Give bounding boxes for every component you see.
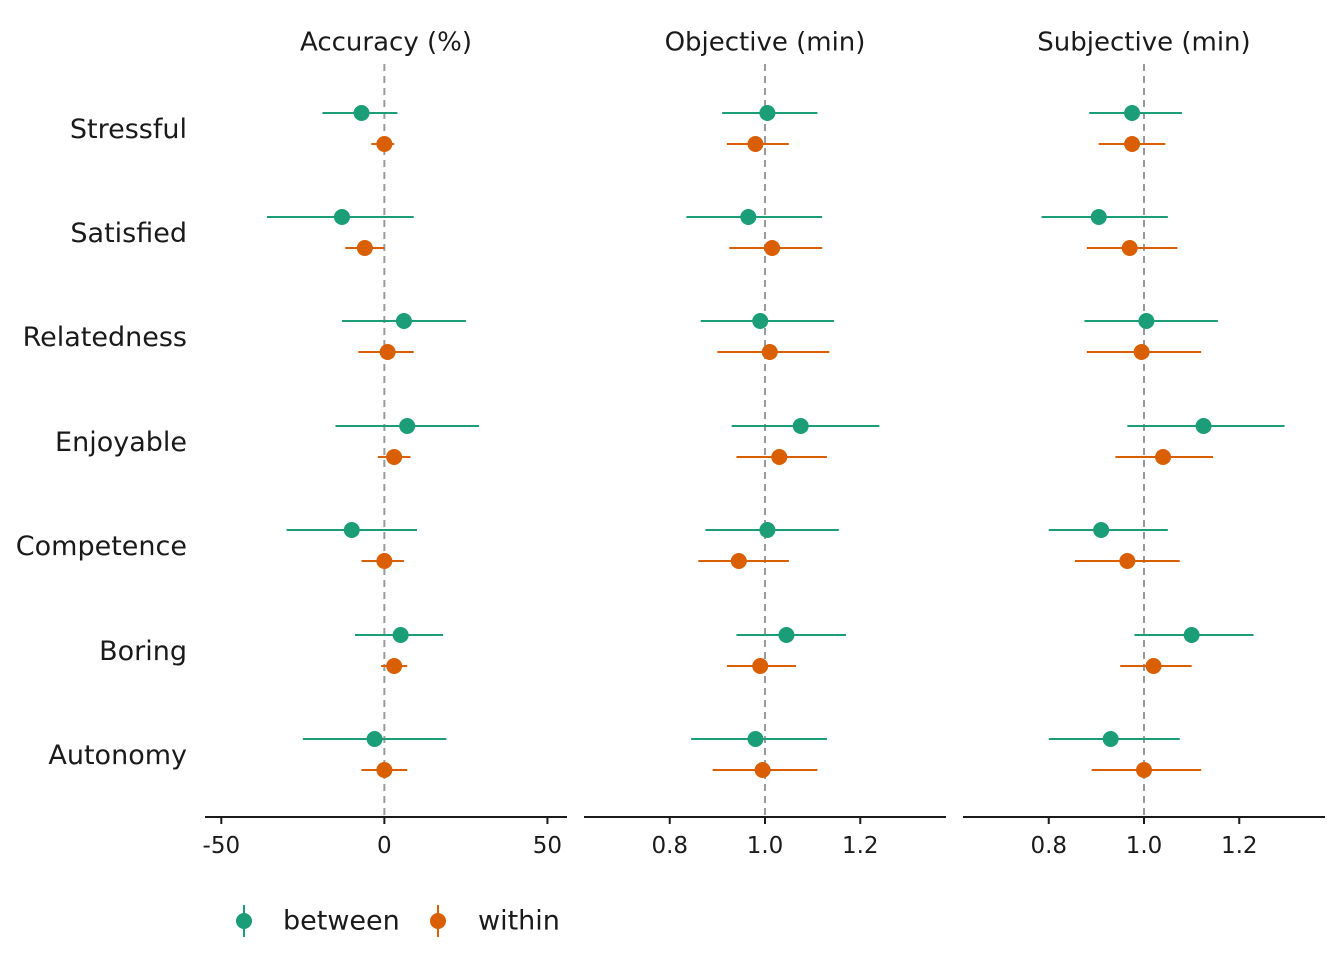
within-point-enjoyable (771, 449, 788, 465)
row-label-enjoyable: Enjoyable (55, 427, 187, 458)
row-label-boring: Boring (99, 636, 187, 667)
x-tick-label: -50 (203, 833, 241, 859)
within-point-enjoyable (1155, 449, 1172, 465)
x-tick-label: 50 (533, 833, 562, 859)
between-point-autonomy (366, 731, 383, 747)
between-point-autonomy (747, 731, 764, 747)
between-point-stressful (1124, 105, 1141, 121)
within-point-autonomy (1136, 762, 1152, 778)
within-point-relatedness (379, 344, 396, 360)
x-tick-label: 0.8 (1030, 833, 1067, 859)
panel-2: Subjective (min) 0.8 1.0 1.2 (963, 28, 1325, 859)
within-point-competence (376, 553, 393, 569)
within-point-boring (1145, 658, 1162, 674)
within-point-autonomy (376, 762, 393, 778)
between-point-boring (1183, 627, 1200, 643)
legend-item-between: between (236, 905, 400, 937)
within-point-stressful (747, 136, 764, 152)
between-point-relatedness (1138, 313, 1155, 329)
legend-label: between (283, 906, 400, 937)
between-point-enjoyable (792, 418, 809, 434)
within-point-autonomy (754, 762, 771, 778)
between-point-relatedness (752, 313, 769, 329)
legend: between within (236, 905, 560, 937)
legend-label: within (478, 906, 560, 937)
within-point-competence (730, 553, 747, 569)
within-point-enjoyable (386, 449, 403, 465)
between-point-boring (392, 627, 409, 643)
panels: Accuracy (%) -50 0 50 Objective (min) 0.8 1.0 1… (203, 28, 1325, 859)
within-point-boring (752, 658, 769, 674)
between-point-satisfied (333, 209, 350, 225)
between-point-competence (1093, 522, 1110, 538)
row-label-satisfied: Satisfied (70, 218, 187, 249)
x-tick-label: 0 (377, 833, 392, 859)
between-point-autonomy (1102, 731, 1119, 747)
legend-key-point (430, 913, 446, 929)
panel-title: Subjective (min) (1037, 28, 1250, 58)
between-point-competence (759, 522, 776, 538)
panel-1: Objective (min) 0.8 1.0 1.2 (584, 28, 946, 859)
between-point-relatedness (395, 313, 412, 329)
between-point-satisfied (1090, 209, 1107, 225)
x-tick-label: 1.2 (842, 833, 879, 859)
row-label-stressful: Stressful (70, 114, 187, 145)
panel-title: Accuracy (%) (300, 28, 472, 58)
within-point-boring (386, 658, 403, 674)
x-tick-label: 1.0 (1126, 833, 1163, 859)
x-tick-label: 1.0 (747, 833, 784, 859)
within-point-satisfied (1121, 240, 1138, 256)
within-point-satisfied (356, 240, 373, 256)
between-point-enjoyable (1195, 418, 1212, 434)
x-tick-label: 0.8 (651, 833, 688, 859)
legend-item-within: within (430, 905, 560, 937)
row-label-autonomy: Autonomy (48, 740, 187, 771)
row-labels: Stressful Satisfied Relatedness Enjoyable Co… (16, 114, 187, 771)
within-point-relatedness (1133, 344, 1150, 360)
panel-title: Objective (min) (665, 28, 866, 58)
within-point-satisfied (764, 240, 781, 256)
between-point-stressful (353, 105, 370, 121)
panel-0: Accuracy (%) -50 0 50 (203, 28, 567, 859)
legend-key-point (236, 913, 252, 929)
between-point-boring (778, 627, 795, 643)
between-point-competence (343, 522, 360, 538)
x-tick-label: 1.2 (1221, 833, 1258, 859)
within-point-relatedness (761, 344, 778, 360)
row-label-relatedness: Relatedness (23, 322, 187, 353)
within-point-stressful (1124, 136, 1141, 152)
within-point-stressful (376, 136, 393, 152)
between-point-stressful (759, 105, 776, 121)
between-point-enjoyable (399, 418, 416, 434)
between-point-satisfied (740, 209, 757, 225)
row-label-competence: Competence (16, 531, 187, 562)
within-point-competence (1119, 553, 1136, 569)
